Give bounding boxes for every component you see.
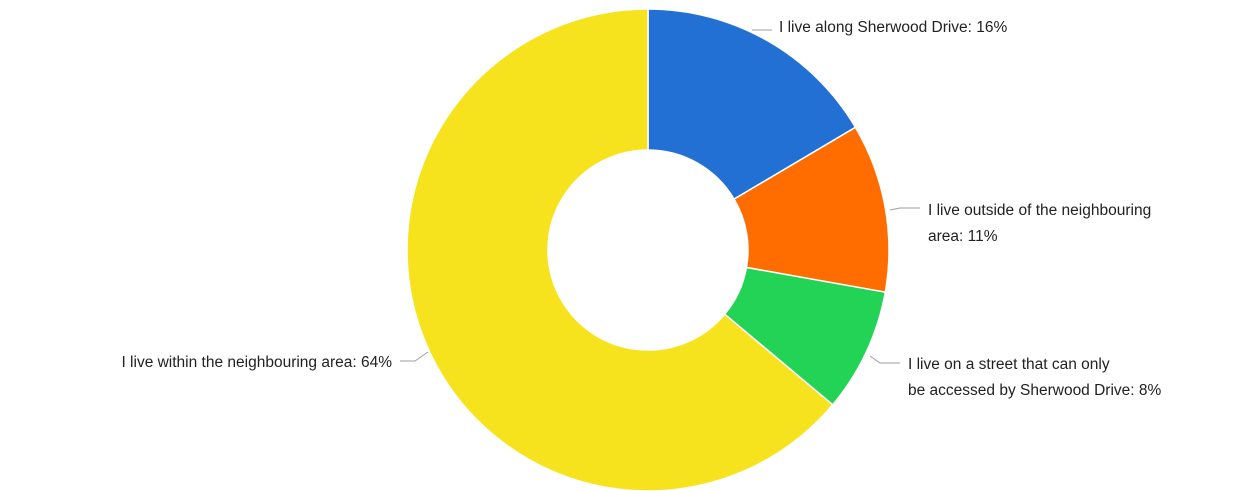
slice-label-3: I live on a street that can only be acces… <box>908 356 1162 399</box>
slice-2 <box>733 126 890 294</box>
leader-line-2 <box>889 207 920 211</box>
labels-group: I live along Sherwood Drive: 16% I live o… <box>121 19 1161 399</box>
leader-line-4 <box>400 351 429 362</box>
leader-line-3 <box>869 355 900 364</box>
slice-1 <box>647 8 857 201</box>
slice-label-4: I live within the neighbouring area: 64% <box>121 354 392 371</box>
slice-label-2: I live outside of the neighbouring area: … <box>928 202 1151 245</box>
leader-lines-group <box>400 29 920 364</box>
slices-group <box>406 8 890 491</box>
slice-4 <box>406 8 834 491</box>
slice-label-1: I live along Sherwood Drive: 16% <box>779 19 1008 36</box>
